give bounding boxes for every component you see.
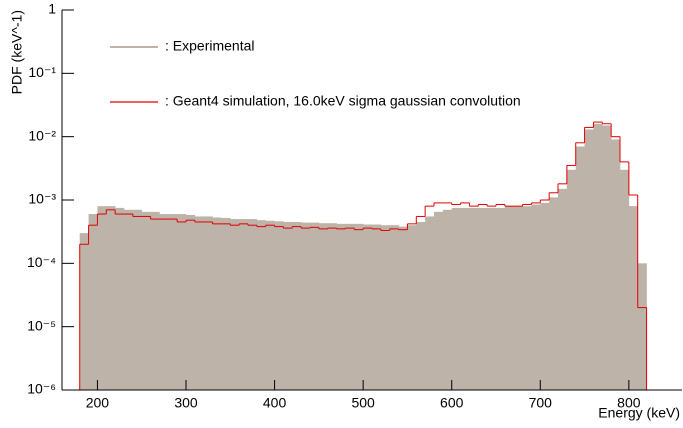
- histogram-bar: [124, 209, 134, 390]
- y-tick-label: 10⁻³: [28, 191, 56, 207]
- histogram-bar: [274, 221, 284, 390]
- histogram-bar: [478, 207, 488, 390]
- histogram-bar: [256, 220, 267, 390]
- histogram-bar: [230, 219, 240, 390]
- histogram-bar: [469, 207, 479, 390]
- histogram-bar: [566, 169, 577, 390]
- histogram-bar: [203, 216, 213, 390]
- histogram-bar: [239, 219, 249, 390]
- histogram-bar: [88, 214, 98, 390]
- histogram-bar: [628, 206, 639, 390]
- histogram-bar: [611, 139, 621, 390]
- histogram-bar: [398, 226, 408, 390]
- histogram-bar: [141, 211, 151, 390]
- histogram-bar: [79, 233, 89, 390]
- histogram-bar: [602, 125, 612, 390]
- x-tick-label: 700: [529, 395, 553, 411]
- histogram-bar: [637, 263, 647, 390]
- histogram-bar: [522, 206, 532, 390]
- histogram-bar: [434, 211, 444, 390]
- histogram-bar: [407, 225, 417, 390]
- histogram-bar: [593, 123, 603, 390]
- histogram-bar: [558, 188, 568, 390]
- y-tick-label: 10⁻⁴: [27, 254, 56, 270]
- histogram-bar: [318, 223, 329, 390]
- histogram-bar: [620, 169, 630, 390]
- x-tick-label: 200: [86, 395, 110, 411]
- histogram-bar: [487, 207, 497, 390]
- x-tick-label: 800: [617, 395, 641, 411]
- histogram-bar: [372, 224, 382, 390]
- histogram-bar: [115, 207, 125, 390]
- histogram-bar: [301, 222, 311, 390]
- x-axis-title: Energy (keV): [598, 405, 680, 421]
- histogram-bar: [513, 206, 523, 390]
- histogram-bar: [265, 220, 275, 390]
- y-tick-label: 10⁻²: [28, 127, 56, 143]
- histogram-bar: [442, 209, 453, 390]
- histogram-bar: [345, 223, 355, 390]
- histogram-bar: [496, 207, 506, 390]
- histogram-bar: [194, 216, 205, 390]
- histogram-bar: [106, 206, 116, 390]
- histogram-bar: [336, 223, 346, 390]
- histogram-bar: [451, 207, 461, 390]
- x-tick-label: 500: [351, 395, 375, 411]
- histogram-bar: [460, 207, 470, 390]
- histogram-bar: [159, 214, 169, 390]
- histogram-bar: [132, 209, 143, 390]
- legend-label: : Geant4 simulation, 16.0keV sigma gauss…: [165, 93, 521, 109]
- histogram-bar: [531, 204, 541, 390]
- histogram-bar: [584, 129, 594, 390]
- y-tick-label: 10⁻¹: [28, 64, 56, 80]
- y-tick-label: 1: [48, 1, 56, 17]
- x-tick-label: 600: [440, 395, 464, 411]
- histogram-bar: [177, 214, 187, 390]
- histogram-bar: [212, 217, 222, 390]
- histogram-bar: [363, 224, 373, 390]
- histogram-bar: [389, 225, 399, 390]
- histogram-bar: [97, 206, 107, 390]
- histogram-bar: [380, 225, 391, 390]
- histogram-bar: [283, 221, 293, 390]
- y-tick-label: 10⁻⁶: [27, 381, 56, 397]
- histogram-bar: [248, 219, 258, 390]
- histogram-bar: [310, 222, 320, 390]
- y-tick-label: 10⁻⁵: [27, 317, 56, 333]
- histogram-bar: [575, 146, 585, 390]
- histogram-bar: [168, 214, 178, 390]
- legend-label: : Experimental: [165, 38, 254, 54]
- y-axis-title: PDF (keV^-1): [9, 10, 25, 94]
- x-tick-label: 400: [263, 395, 287, 411]
- histogram-bar: [549, 197, 559, 390]
- histogram-bar: [354, 223, 364, 390]
- histogram-bar: [150, 211, 160, 390]
- histogram-bar: [425, 216, 435, 390]
- histogram-bar: [327, 223, 337, 390]
- histogram-bar: [292, 221, 302, 390]
- histogram-bar: [504, 206, 515, 390]
- histogram-bar: [416, 221, 426, 390]
- histogram-bar: [540, 202, 550, 390]
- x-tick-label: 300: [174, 395, 198, 411]
- histogram-bar: [221, 217, 231, 390]
- histogram-bar: [186, 214, 196, 390]
